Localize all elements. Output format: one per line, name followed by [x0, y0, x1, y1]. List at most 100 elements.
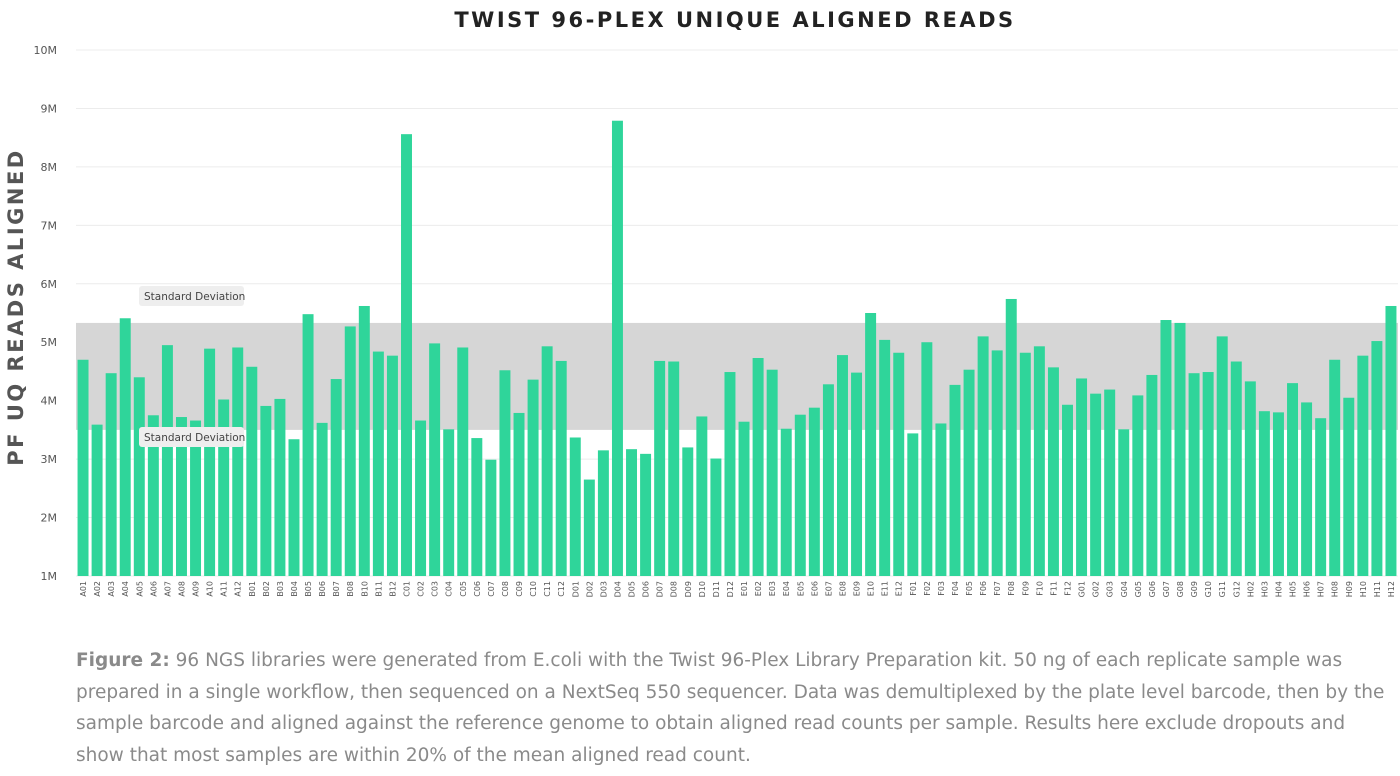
bar	[1118, 429, 1130, 576]
bar	[499, 370, 511, 576]
bar	[780, 428, 792, 576]
bar	[288, 439, 300, 576]
bar	[175, 417, 187, 576]
bar	[710, 458, 722, 576]
bar	[921, 342, 933, 576]
x-tick-label: H05	[1289, 581, 1298, 597]
bar	[232, 347, 244, 576]
x-tick-label: H06	[1303, 581, 1312, 597]
bar	[161, 345, 173, 576]
x-tick-label: H09	[1345, 581, 1354, 597]
x-tick-label: D09	[684, 581, 693, 597]
x-tick-label: G03	[1106, 581, 1115, 597]
bar	[1272, 412, 1284, 576]
bar	[133, 377, 145, 576]
x-tick-label: B01	[248, 581, 257, 597]
bar	[752, 358, 764, 576]
bar	[1216, 336, 1228, 576]
bar	[1132, 395, 1144, 576]
x-tick-label: C06	[473, 581, 482, 597]
x-tick-label: B05	[304, 581, 313, 597]
x-tick-label: D06	[642, 581, 651, 597]
x-tick-label: G07	[1162, 581, 1171, 597]
bar	[302, 314, 314, 576]
bar	[119, 318, 131, 576]
x-tick-label: C04	[445, 581, 454, 597]
bar	[766, 369, 778, 576]
x-tick-label: G02	[1092, 581, 1101, 597]
std-deviation-band	[76, 322, 1398, 430]
x-tick-label: B03	[276, 581, 285, 597]
bar	[1047, 367, 1059, 576]
bar	[696, 416, 708, 576]
bar	[401, 134, 412, 576]
x-tick-label: E08	[838, 581, 847, 596]
x-tick-label: A08	[177, 581, 186, 597]
x-tick-label: F07	[993, 581, 1002, 596]
std-upper-label-text: Standard Deviation	[144, 291, 245, 303]
x-tick-label: D05	[628, 581, 637, 597]
x-tick-label: E07	[824, 581, 833, 596]
x-tick-label: F09	[1021, 581, 1030, 596]
x-tick-label: F12	[1064, 581, 1073, 596]
x-tick-label: C03	[431, 581, 440, 597]
bar	[218, 399, 230, 576]
x-tick-label: B10	[360, 581, 369, 597]
bar	[1188, 373, 1200, 576]
bar	[541, 346, 553, 576]
x-tick-label: E02	[754, 581, 763, 596]
x-tick-label: F03	[937, 581, 946, 596]
x-tick-label: B12	[388, 581, 397, 597]
bar	[682, 447, 694, 576]
bar	[1104, 389, 1116, 576]
bar	[443, 429, 455, 576]
bar	[457, 347, 469, 576]
x-tick-label: B02	[262, 581, 271, 597]
x-tick-label: C07	[487, 581, 496, 597]
bar	[668, 361, 680, 576]
bar	[246, 366, 258, 576]
bar	[724, 372, 736, 576]
bar	[471, 438, 483, 576]
bar	[893, 352, 905, 576]
bar	[330, 379, 342, 576]
x-tick-label: H12	[1387, 581, 1396, 597]
bar	[513, 412, 525, 576]
bar	[879, 339, 891, 576]
x-tick-label: F08	[1007, 581, 1016, 596]
x-tick-label: D03	[599, 581, 608, 597]
bar	[386, 355, 398, 576]
x-tick-label: E09	[853, 581, 862, 596]
std-upper-label: Standard Deviation	[139, 286, 245, 306]
bar	[274, 398, 286, 576]
bar	[1076, 378, 1088, 576]
bar	[738, 421, 750, 576]
bar	[1202, 372, 1214, 576]
x-tick-label: G04	[1120, 581, 1129, 597]
bar	[415, 420, 427, 576]
x-tick-label: E11	[881, 581, 890, 596]
caption-text: 96 NGS libraries were generated from E.c…	[76, 650, 1385, 766]
chart-title: TWIST 96-PLEX UNIQUE ALIGNED READS	[454, 8, 1016, 32]
bar	[1258, 411, 1270, 576]
bar	[91, 424, 103, 576]
x-tick-label: F04	[951, 581, 960, 596]
x-tick-label: B07	[332, 581, 341, 597]
bar	[344, 326, 356, 576]
x-tick-label: D11	[712, 581, 721, 597]
bar	[1301, 402, 1313, 576]
std-lower-label-box	[139, 427, 244, 447]
y-tick-label: 6M	[41, 278, 58, 291]
x-tick-label: H08	[1331, 581, 1340, 597]
bars	[77, 120, 1397, 577]
bar	[204, 348, 216, 576]
bar	[1005, 298, 1017, 576]
bar	[583, 479, 595, 576]
std-lower-label-text: Standard Deviation	[144, 432, 245, 444]
bar	[991, 350, 1003, 576]
x-tick-label: H07	[1317, 581, 1326, 597]
x-tick-label: A10	[206, 581, 215, 597]
caption-lead: Figure 2:	[76, 650, 170, 671]
x-tick-label: A03	[107, 581, 116, 597]
x-tick-label: G10	[1204, 581, 1213, 597]
